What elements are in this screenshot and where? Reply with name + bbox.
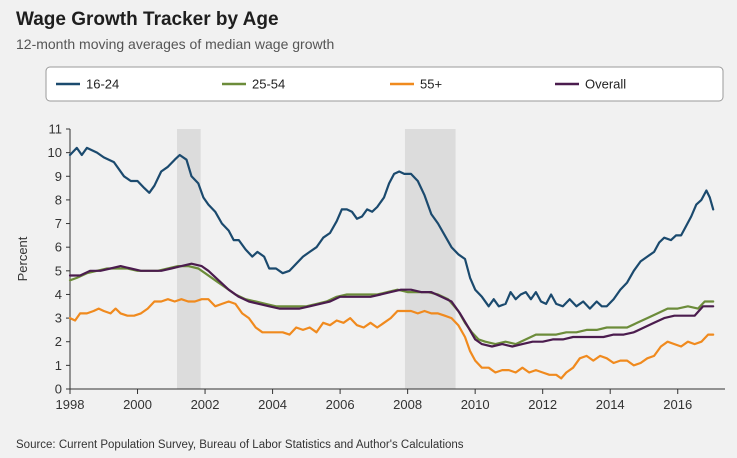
legend: 16-24 25-54 55+ Overall [45,66,724,102]
legend-label-Overall: Overall [585,77,626,92]
source-note: Source: Current Population Survey, Burea… [16,439,464,451]
x-tick-label-2016: 2016 [663,397,692,412]
series-lines [68,146,715,380]
y-tick-label-0: 0 [55,382,62,397]
axes [69,129,725,390]
x-tick-label-2006: 2006 [326,397,355,412]
legend-label-16-24: 16-24 [86,77,119,92]
y-tick-label-6: 6 [55,240,62,255]
series-line-16-24 [68,146,715,310]
y-tick-label-1: 1 [55,358,62,373]
x-axis-ticks: 1998 2000 2002 2004 2006 2008 2010 2012 2014 2016 [56,389,692,412]
y-tick-label-5: 5 [55,263,62,278]
y-tick-label-3: 3 [55,311,62,326]
y-tick-label-7: 7 [55,216,62,231]
chart-subtitle: 12-month moving averages of median wage … [16,36,334,52]
y-tick-label-9: 9 [55,169,62,184]
x-tick-label-2008: 2008 [393,397,422,412]
y-tick-label-11: 11 [49,122,63,137]
recession-band-1 [404,129,456,389]
chart-title: Wage Growth Tracker by Age [16,9,279,30]
series-line-55+ [68,298,715,380]
x-tick-label-2010: 2010 [461,397,490,412]
legend-label-55+: 55+ [420,77,442,92]
recession-bands [177,129,456,389]
series-line-Overall [68,262,715,348]
y-axis-label: Percent [15,236,30,281]
y-axis-ticks: 0 1 2 3 4 5 6 7 8 9 10 11 [48,122,70,397]
x-tick-label-2012: 2012 [528,397,557,412]
x-tick-label-1998: 1998 [56,397,85,412]
y-tick-label-10: 10 [48,145,62,160]
x-tick-label-2002: 2002 [191,397,220,412]
x-tick-label-2014: 2014 [596,397,625,412]
y-tick-label-2: 2 [55,334,62,349]
legend-box [45,66,724,102]
y-tick-label-4: 4 [55,287,62,302]
legend-label-25-54: 25-54 [252,77,285,92]
y-tick-label-8: 8 [55,192,62,207]
recession-band-0 [177,129,201,389]
x-tick-label-2000: 2000 [123,397,152,412]
x-tick-label-2004: 2004 [258,397,287,412]
